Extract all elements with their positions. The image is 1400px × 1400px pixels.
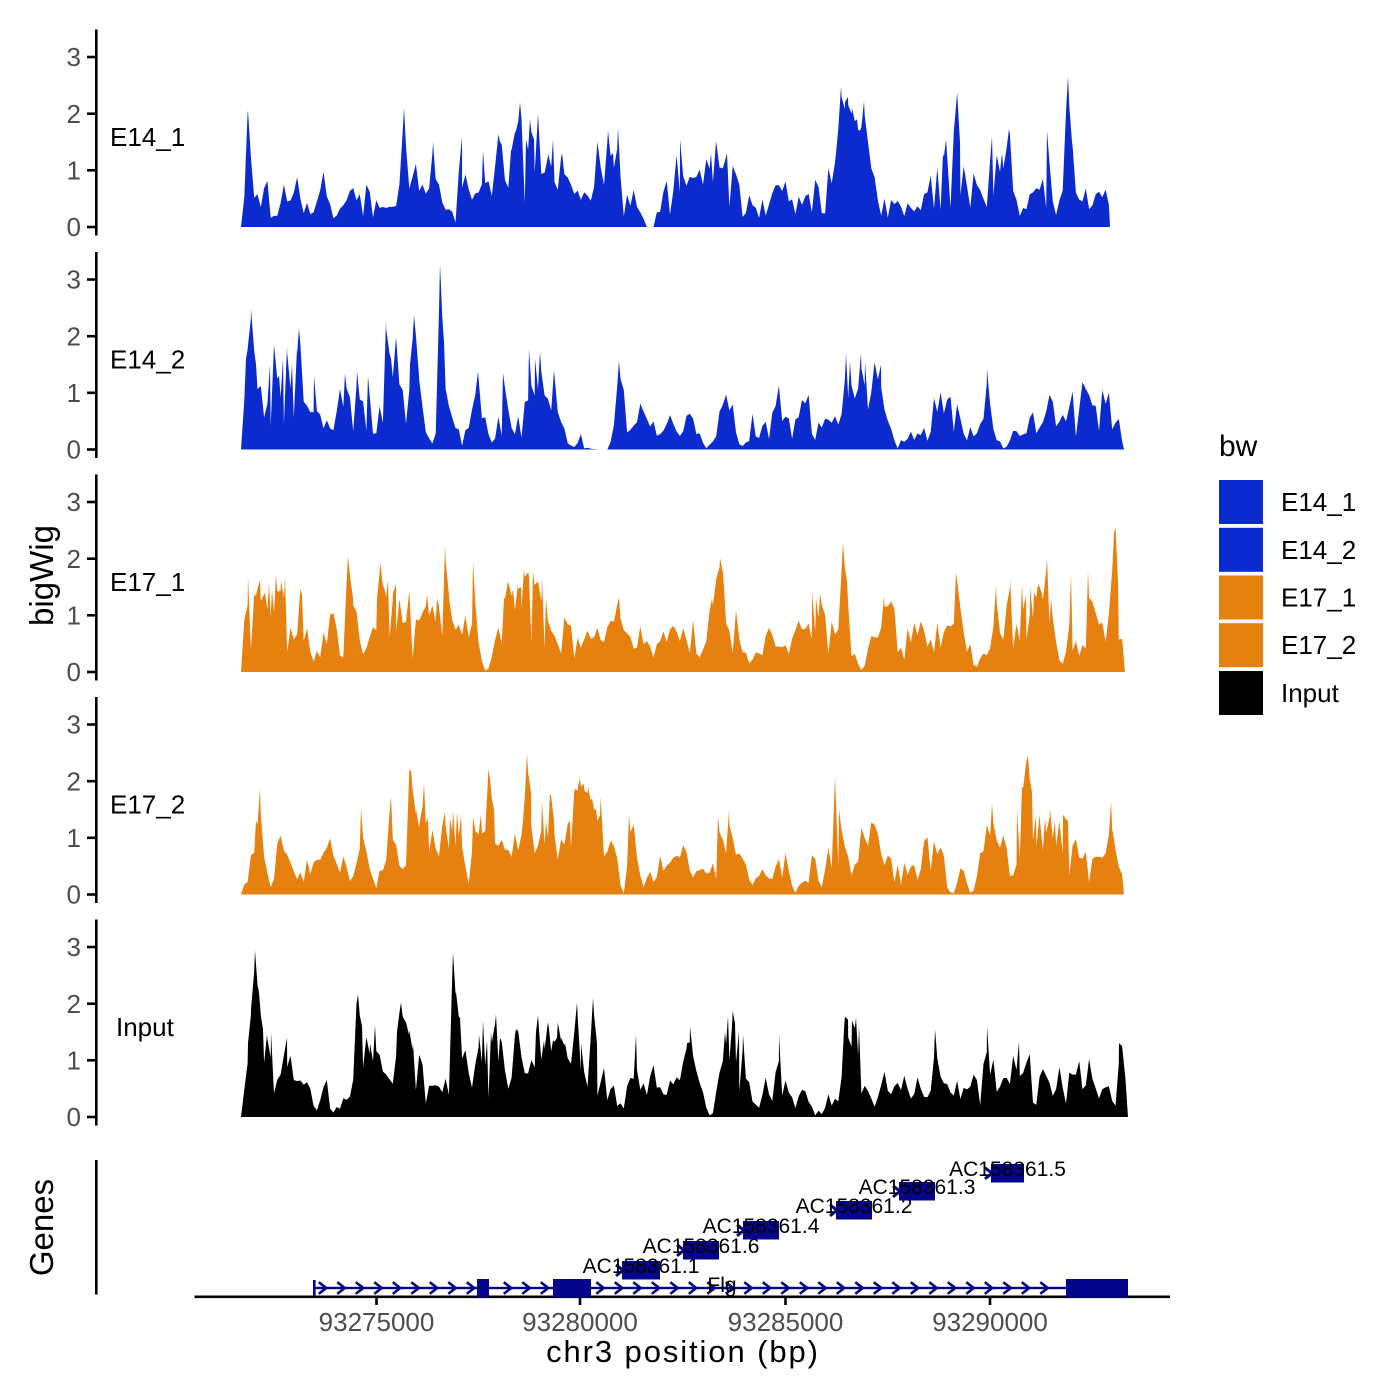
svg-text:3: 3 <box>67 265 81 295</box>
svg-text:93280000: 93280000 <box>522 1307 638 1337</box>
svg-text:bw: bw <box>1219 430 1258 463</box>
svg-text:AC158361.4: AC158361.4 <box>703 1215 820 1238</box>
svg-text:2: 2 <box>67 766 81 796</box>
svg-text:E17_1: E17_1 <box>1281 583 1356 613</box>
svg-text:0: 0 <box>67 657 81 687</box>
svg-text:E14_2: E14_2 <box>1281 535 1356 565</box>
svg-text:0: 0 <box>67 1102 81 1132</box>
svg-text:0: 0 <box>67 880 81 910</box>
svg-text:2: 2 <box>67 99 81 129</box>
svg-text:E14_2: E14_2 <box>110 345 185 375</box>
svg-text:AC158361.5: AC158361.5 <box>949 1158 1066 1181</box>
svg-text:bigWig: bigWig <box>23 525 60 626</box>
svg-text:E17_2: E17_2 <box>1281 630 1356 660</box>
svg-text:1: 1 <box>67 601 81 631</box>
svg-text:1: 1 <box>67 156 81 186</box>
svg-text:E17_1: E17_1 <box>110 567 185 597</box>
svg-text:2: 2 <box>67 544 81 574</box>
svg-text:AC158361.2: AC158361.2 <box>796 1195 913 1218</box>
svg-text:Input: Input <box>116 1012 175 1042</box>
svg-text:2: 2 <box>67 989 81 1019</box>
svg-text:AC158361.6: AC158361.6 <box>643 1235 760 1258</box>
svg-text:3: 3 <box>67 42 81 72</box>
svg-text:93285000: 93285000 <box>728 1307 844 1337</box>
svg-text:1: 1 <box>67 378 81 408</box>
svg-text:AC158361.3: AC158361.3 <box>859 1176 976 1199</box>
svg-text:Genes: Genes <box>23 1179 60 1276</box>
svg-text:93275000: 93275000 <box>319 1307 435 1337</box>
svg-text:AC158361.1: AC158361.1 <box>583 1255 700 1278</box>
svg-text:3: 3 <box>67 932 81 962</box>
svg-text:Flg: Flg <box>707 1274 736 1297</box>
svg-text:2: 2 <box>67 321 81 351</box>
svg-text:93290000: 93290000 <box>932 1307 1048 1337</box>
svg-text:3: 3 <box>67 487 81 517</box>
svg-text:chr3 position (bp): chr3 position (bp) <box>546 1334 820 1369</box>
svg-text:1: 1 <box>67 823 81 853</box>
svg-text:Input: Input <box>1281 678 1340 708</box>
svg-text:0: 0 <box>67 435 81 465</box>
svg-text:0: 0 <box>67 212 81 242</box>
svg-text:3: 3 <box>67 710 81 740</box>
svg-text:E14_1: E14_1 <box>110 122 185 152</box>
svg-text:E17_2: E17_2 <box>110 790 185 820</box>
svg-text:E14_1: E14_1 <box>1281 487 1356 517</box>
svg-text:1: 1 <box>67 1046 81 1076</box>
